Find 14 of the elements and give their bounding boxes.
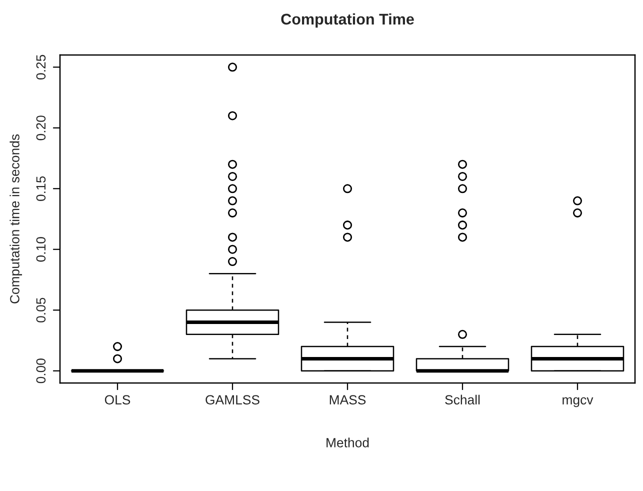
x-tick-label: Schall	[445, 394, 480, 404]
x-axis-title: Method	[326, 438, 369, 448]
x-tick-label: mgcv	[562, 397, 594, 408]
y-tick-label: 0.20	[36, 116, 46, 140]
y-tick-label: 0.15	[36, 176, 46, 201]
x-tick-label: MASS	[330, 395, 366, 404]
y-axis-title: Computation time in seconds	[10, 134, 22, 304]
chart-title: Computation Time	[281, 13, 414, 28]
y-tick-label: 0.05	[36, 298, 46, 322]
x-tick-label: GAMLSS	[206, 395, 260, 404]
y-tick-label: 0.25	[36, 54, 46, 80]
y-tick-label: 0.00	[36, 358, 46, 384]
x-tick-label: OLS	[104, 395, 130, 404]
y-tick-label: 0.10	[36, 237, 46, 262]
